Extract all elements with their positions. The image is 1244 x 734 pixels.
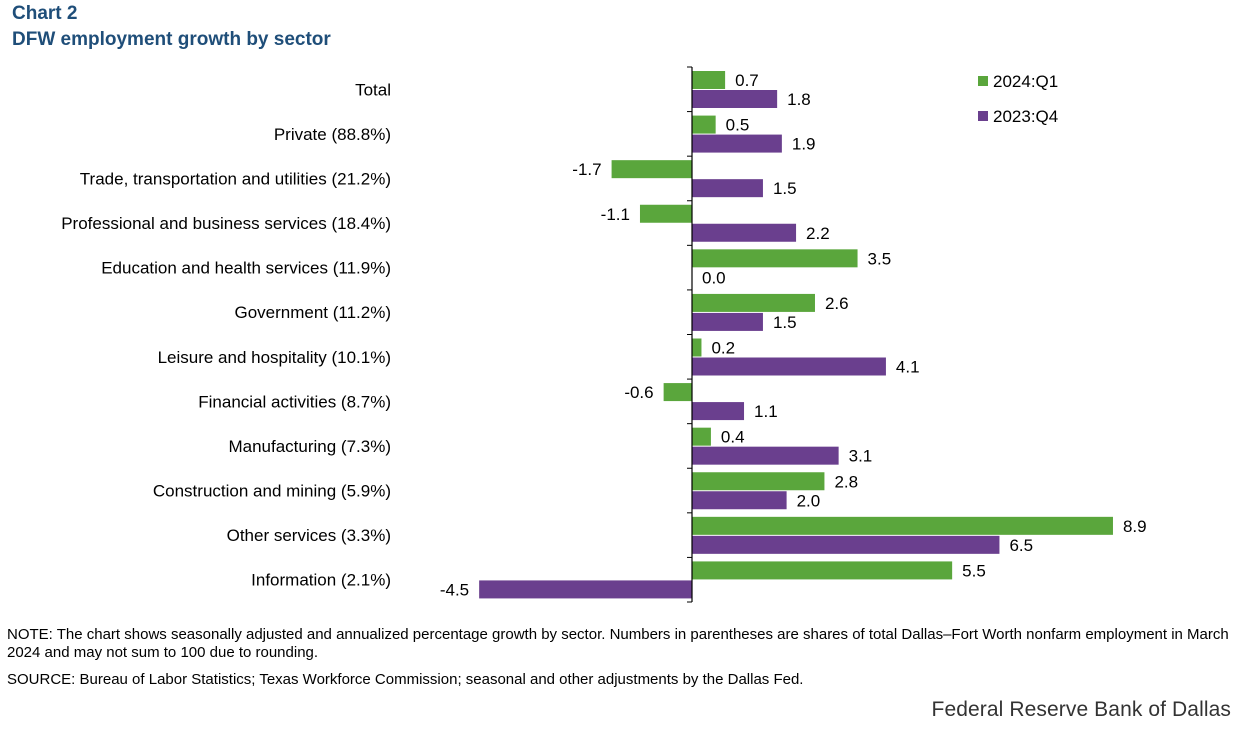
legend-label: 2023:Q4 [993, 107, 1058, 126]
data-labels: 0.7 1.8 0.5 1.9 -1.7 1.5 -1.1 2.2 3.5 0.0 2.6 1.5 0.… [440, 71, 1147, 599]
category-label: Trade, transportation and utilities (21.… [80, 169, 391, 188]
bar-q4-2023 [692, 90, 778, 108]
data-label: 0.0 [702, 268, 726, 287]
category-label: Education and health services (11.9%) [101, 259, 391, 278]
data-label: 2.0 [797, 491, 821, 510]
chart-title: DFW employment growth by sector [12, 29, 331, 50]
data-label: 2.8 [834, 472, 858, 491]
category-label: Leisure and hospitality (10.1%) [158, 348, 391, 367]
bar-q1-2024 [692, 338, 702, 357]
bar-q4-2023 [692, 312, 763, 331]
chart-source: SOURCE: Bureau of Labor Statistics; Texa… [7, 671, 804, 688]
data-label: 1.9 [792, 135, 816, 154]
data-label: 0.2 [711, 339, 735, 358]
category-label: Manufacturing (7.3%) [228, 437, 391, 456]
data-label: 3.5 [868, 249, 892, 268]
bar-q4-2023 [479, 580, 692, 599]
category-label: Other services (3.3%) [227, 526, 391, 545]
category-label: Information (2.1%) [251, 571, 391, 590]
legend-swatch [978, 76, 988, 86]
legend-swatch [978, 111, 988, 121]
data-label: -0.6 [624, 383, 653, 402]
category-label: Private (88.8%) [274, 125, 391, 144]
legend: 2024:Q1 2023:Q4 [978, 72, 1058, 126]
bars [479, 71, 1113, 599]
bar-q4-2023 [692, 179, 763, 198]
data-label: 5.5 [962, 561, 986, 580]
category-label: Total [355, 80, 391, 99]
bar-q4-2023 [692, 223, 797, 242]
bar-q1-2024 [692, 427, 711, 446]
bar-q1-2024 [692, 115, 716, 134]
zero-axis [687, 66, 693, 603]
bar-q4-2023 [692, 402, 745, 421]
bar-q1-2024 [692, 472, 825, 491]
bar-q4-2023 [692, 491, 787, 510]
category-label: Financial activities (8.7%) [198, 392, 391, 411]
bar-q1-2024 [692, 293, 815, 312]
bar-q4-2023 [692, 535, 1000, 554]
category-label: Government (11.2%) [234, 303, 391, 322]
bar-q1-2024 [611, 160, 692, 179]
data-label: 3.1 [849, 447, 873, 466]
data-label: 1.5 [773, 179, 797, 198]
data-label: 2.6 [825, 294, 849, 313]
category-label: Professional and business services (18.4… [61, 214, 391, 233]
data-label: 1.1 [754, 402, 778, 421]
data-label: 4.1 [896, 358, 920, 377]
data-label: 0.5 [726, 116, 750, 135]
data-label: 1.5 [773, 313, 797, 332]
data-label: -1.7 [572, 160, 601, 179]
publisher-brand: Federal Reserve Bank of Dallas [931, 698, 1231, 721]
data-label: 2.2 [806, 224, 830, 243]
bar-q4-2023 [692, 134, 782, 153]
data-label: -4.5 [440, 580, 469, 599]
bar-q1-2024 [663, 383, 692, 402]
category-labels: Total Private (88.8%) Trade, transportatio… [61, 80, 391, 589]
chart-note: NOTE: The chart shows seasonally adjuste… [7, 626, 1229, 661]
data-label: 8.9 [1123, 517, 1147, 536]
bar-q1-2024 [692, 561, 953, 580]
bar-q1-2024 [692, 516, 1113, 535]
bar-chart: Total Private (88.8%) Trade, transportatio… [61, 66, 1147, 603]
data-label: 0.7 [735, 71, 759, 90]
bar-q1-2024 [692, 71, 726, 89]
bar-q1-2024 [639, 204, 692, 223]
category-label: Construction and mining (5.9%) [153, 482, 391, 501]
data-label: -1.1 [601, 205, 630, 224]
bar-q4-2023 [692, 446, 839, 465]
bar-q1-2024 [692, 249, 858, 268]
data-label: 6.5 [1009, 536, 1033, 555]
chart-number: Chart 2 [12, 3, 78, 24]
data-label: 0.4 [721, 428, 745, 447]
data-label: 1.8 [787, 90, 811, 109]
bar-q4-2023 [692, 357, 886, 376]
legend-label: 2024:Q1 [993, 72, 1058, 91]
